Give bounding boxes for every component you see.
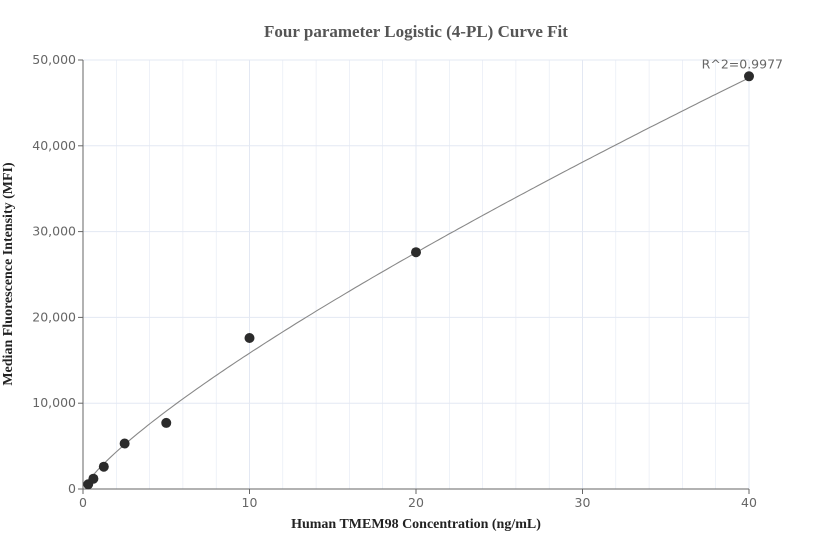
- y-tick-label: 50,000: [32, 52, 76, 67]
- y-tick-label: 40,000: [32, 138, 76, 153]
- data-point: [98, 461, 109, 472]
- x-tick-label: 30: [575, 495, 591, 510]
- chart-title: Four parameter Logistic (4-PL) Curve Fit: [264, 22, 568, 41]
- data-point: [119, 438, 130, 449]
- x-tick-label: 10: [242, 495, 258, 510]
- fit-curve: [87, 77, 750, 482]
- y-tick-label: 20,000: [32, 309, 76, 324]
- x-tick-label: 40: [741, 495, 757, 510]
- x-tick-label: 0: [79, 495, 87, 510]
- data-point: [244, 332, 255, 343]
- data-point: [744, 71, 754, 82]
- y-tick-label: 30,000: [32, 224, 76, 239]
- y-tick-label: 0: [68, 481, 76, 496]
- y-tick-label: 10,000: [32, 395, 76, 410]
- data-point: [411, 247, 421, 258]
- data-point: [161, 417, 172, 428]
- data-point: [88, 473, 99, 484]
- x-tick-label: 20: [408, 495, 424, 510]
- r-squared-annotation: R^2=0.9977: [702, 56, 783, 71]
- x-axis-label: Human TMEM98 Concentration (ng/mL): [291, 517, 541, 532]
